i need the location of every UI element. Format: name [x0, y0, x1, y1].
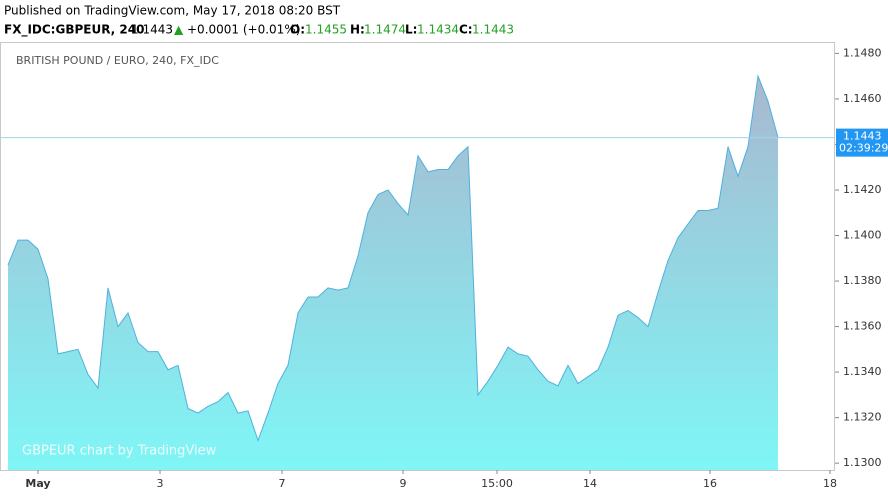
y-tick-label: 1.1460: [843, 92, 882, 105]
x-tick-label: 16: [703, 477, 717, 490]
x-tick-label: May: [25, 477, 50, 490]
y-tick-label: 1.1480: [843, 46, 882, 59]
chart-title: BRITISH POUND / EURO, 240, FX_IDC: [16, 54, 219, 67]
price: 1.1443: [131, 23, 173, 37]
plot-frame: [0, 42, 835, 471]
x-tick-label: 3: [157, 477, 164, 490]
symbol: FX_IDC:GBPEUR, 240: [4, 23, 144, 38]
y-tick-label: 1.1420: [843, 183, 882, 196]
x-tick-label: 18: [823, 477, 837, 490]
close-label: C:: [459, 23, 473, 37]
published: Published on TradingView.com, May 17, 20…: [4, 4, 341, 18]
y-tick-label: 1.1340: [843, 365, 882, 378]
arrow: ▲: [174, 23, 184, 37]
y-tick-label: 1.1360: [843, 320, 882, 333]
x-tick-label: 7: [279, 477, 286, 490]
low: 1.1434: [417, 23, 459, 37]
symbol-line: FX_IDC:GBPEUR, 240 1.1443 ▲ +0.0001 (+0.…: [4, 23, 514, 38]
low-label: L:: [405, 23, 417, 37]
x-tick-label: 15:00: [481, 477, 513, 490]
y-tick-label: 1.1380: [843, 274, 882, 287]
x-tick-label: 14: [583, 477, 597, 490]
y-tick-label: 1.1400: [843, 229, 882, 242]
price-line: [7, 74, 779, 442]
high: 1.1474: [364, 23, 406, 37]
change: +0.0001 (+0.01%): [187, 23, 300, 37]
y-tick-label: 1.1320: [843, 411, 882, 424]
x-tick-label: 9: [400, 477, 407, 490]
open: 1.1455: [305, 23, 347, 37]
countdown: 02:39:29: [839, 142, 888, 155]
close: 1.1443: [472, 23, 514, 37]
watermark: GBPEUR chart by TradingView: [22, 444, 217, 459]
y-tick-label: 1.1300: [843, 456, 882, 469]
open-label: O:: [290, 23, 305, 37]
area-fill: [8, 76, 778, 470]
last-price-label: 1.1443: [843, 130, 882, 143]
last-price-box: [836, 128, 888, 157]
high-label: H:: [350, 23, 365, 37]
